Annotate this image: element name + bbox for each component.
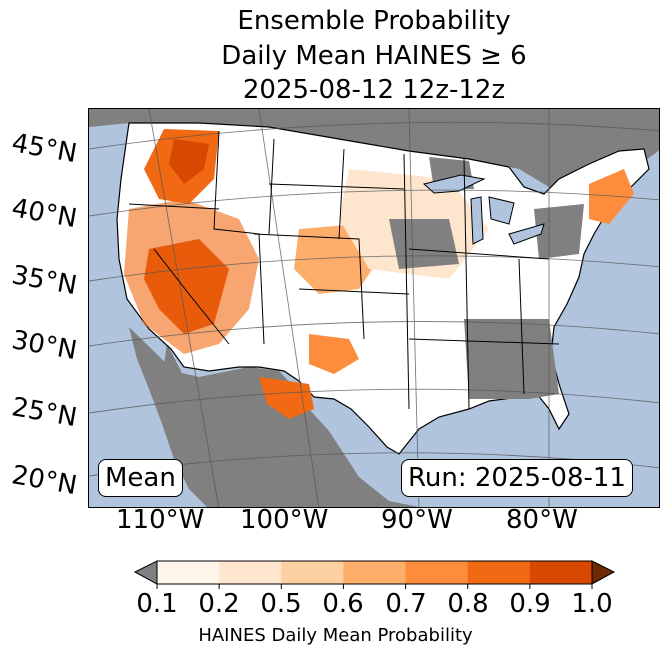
lat-label-25: 25°N [9, 392, 80, 434]
state-borders [128, 130, 560, 410]
canada-land [89, 109, 659, 204]
border-line [253, 233, 365, 340]
colorbar-tick-label: 0.1 [136, 589, 178, 619]
border-line [153, 248, 230, 345]
lake-michigan [470, 196, 484, 245]
border-line [403, 153, 410, 410]
border-line [463, 158, 470, 410]
patch-texas-mid [309, 334, 359, 374]
colorbar-tick-label: 0.6 [322, 589, 364, 619]
graticule-line [89, 121, 659, 150]
great-lakes [422, 174, 545, 245]
colorbar-segment [157, 561, 220, 584]
lon-label-80: 80°W [506, 505, 578, 535]
graticule-line [148, 109, 220, 507]
colorbar-outline [156, 560, 593, 585]
colorbar-tick-label: 0.8 [447, 589, 489, 619]
grey-patch-northeast [534, 204, 584, 259]
colorbar-segments [157, 561, 593, 584]
colorbar-segment [467, 561, 531, 584]
lat-label-35: 35°N [9, 260, 80, 302]
colorbar-segment [281, 561, 344, 584]
grey-patch-central [389, 219, 459, 269]
border-line [213, 130, 265, 345]
colorbar-segment [343, 561, 407, 584]
border-line [408, 338, 560, 345]
colorbar-segment [219, 561, 282, 584]
graticule-line [258, 109, 320, 507]
lat-label-20: 20°N [9, 460, 80, 502]
border-line [408, 248, 550, 260]
colorbar-segment [405, 561, 469, 584]
grey-patch-se-us [464, 319, 559, 399]
border-line [268, 138, 275, 235]
colorbar-tick-label: 1.0 [571, 589, 613, 619]
border-line [298, 288, 410, 295]
title-line-1: Ensemble Probability [237, 6, 511, 36]
title-line-2: Daily Mean HAINES ≥ 6 [221, 41, 527, 71]
lake-superior [422, 174, 486, 194]
lat-label-30: 30°N [9, 325, 80, 367]
colorbar-tick-label: 0.5 [260, 589, 302, 619]
colorbar-over-arrow [591, 560, 616, 585]
patch-northeast [589, 169, 634, 224]
patch-pacific-nw-max [169, 139, 209, 184]
graticule-line [89, 189, 659, 217]
border-line [338, 148, 345, 240]
mean-label-box: Mean [98, 459, 183, 497]
colorbar-tick-label: 0.2 [198, 589, 240, 619]
patch-southwest-high [124, 199, 259, 354]
lat-label-40: 40°N [9, 193, 80, 235]
lake-huron [488, 196, 515, 225]
lake-erie [508, 223, 545, 245]
patch-texas-high [259, 377, 314, 419]
colorbar-label: HAINES Daily Mean Probability [198, 625, 473, 646]
border-line [268, 183, 405, 190]
graticule-line [89, 321, 659, 347]
lon-label-100: 100°W [240, 505, 329, 535]
baja-land [163, 344, 207, 469]
map-canvas [89, 109, 659, 507]
colorbar-tick-label: 0.9 [509, 589, 551, 619]
border-line [128, 203, 220, 210]
lon-label-90: 90°W [381, 505, 453, 535]
title-line-3: 2025-08-12 12z-12z [242, 75, 506, 105]
colorbar-tick-label: 0.7 [385, 589, 427, 619]
graticule-line [89, 388, 659, 414]
graticule-line [408, 109, 420, 507]
colorbar-under-arrow [133, 560, 158, 585]
lat-label-45: 45°N [9, 128, 80, 170]
graticule-line [89, 255, 659, 282]
lon-label-110: 110°W [116, 505, 205, 535]
border-line [518, 258, 525, 395]
map-panel [88, 108, 660, 508]
run-label-box: Run: 2025-08-11 [401, 459, 633, 497]
colorbar-segment [529, 561, 593, 584]
